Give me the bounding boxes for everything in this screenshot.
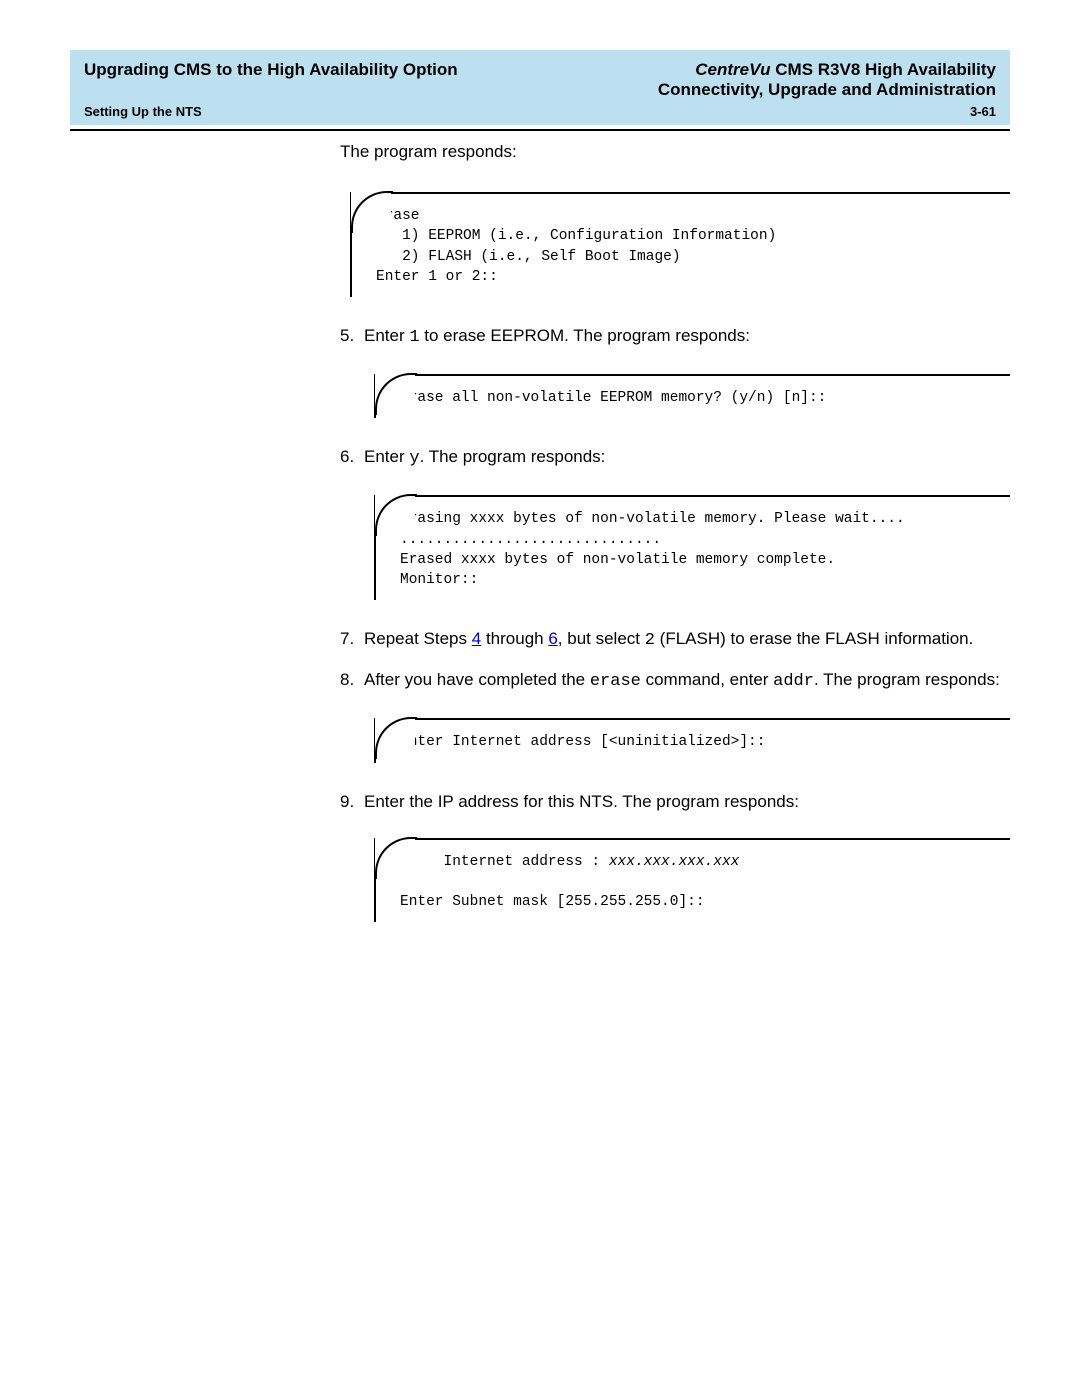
step-9: Enter the IP address for this NTS. The p… — [340, 791, 1010, 923]
header-left-title: Upgrading CMS to the High Availability O… — [84, 60, 458, 80]
intro-text: The program responds: — [340, 141, 1010, 164]
terminal-text-3: Erasing xxxx bytes of non-volatile memor… — [396, 509, 1000, 590]
terminal-text-1: Erase 1) EEPROM (i.e., Configuration Inf… — [372, 206, 1000, 287]
header-right: CentreVu CMS R3V8 High Availability Conn… — [658, 60, 996, 100]
page-header: Upgrading CMS to the High Availability O… — [70, 50, 1010, 125]
code-y: y — [409, 449, 419, 468]
terminal-block-4: Enter Internet address [<uninitialized>]… — [374, 718, 1010, 762]
header-brand: CentreVu — [695, 60, 770, 79]
header-rule — [70, 129, 1010, 131]
terminal-text-2: Erase all non-volatile EEPROM memory? (y… — [396, 388, 1000, 408]
terminal-block-1: Erase 1) EEPROM (i.e., Configuration Inf… — [350, 192, 1010, 297]
header-right-title: CMS R3V8 High Availability — [771, 60, 996, 79]
terminal-text-5: Internet address : xxx.xxx.xxx.xxx Enter… — [396, 852, 1000, 913]
step-link-6[interactable]: 6 — [548, 629, 557, 648]
terminal-block-3: Erasing xxxx bytes of non-volatile memor… — [374, 495, 1010, 600]
terminal-block-5: Internet address : xxx.xxx.xxx.xxx Enter… — [374, 838, 1010, 923]
section-label: Setting Up the NTS — [84, 104, 202, 119]
page-number: 3-61 — [970, 104, 996, 119]
step-6: Enter y. The program responds: Erasing x… — [340, 446, 1010, 600]
code-addr: addr — [773, 672, 814, 691]
header-right-subtitle: Connectivity, Upgrade and Administration — [658, 80, 996, 100]
step-link-4[interactable]: 4 — [472, 629, 481, 648]
header-bottom-row: Setting Up the NTS 3-61 — [84, 104, 996, 119]
step-5: Enter 1 to erase EEPROM. The program res… — [340, 325, 1010, 418]
step-list: Enter 1 to erase EEPROM. The program res… — [340, 325, 1010, 922]
step-7: Repeat Steps 4 through 6, but select 2 (… — [340, 628, 1010, 653]
code-erase: erase — [590, 672, 641, 691]
header-top-row: Upgrading CMS to the High Availability O… — [84, 60, 996, 100]
terminal-block-2: Erase all non-volatile EEPROM memory? (y… — [374, 374, 1010, 418]
terminal-text-4: Enter Internet address [<uninitialized>]… — [396, 732, 1000, 752]
step-8: After you have completed the erase comma… — [340, 669, 1010, 762]
content-area: The program responds: Erase 1) EEPROM (i… — [340, 141, 1010, 922]
code-2: 2 — [645, 631, 655, 650]
code-1: 1 — [409, 328, 419, 347]
